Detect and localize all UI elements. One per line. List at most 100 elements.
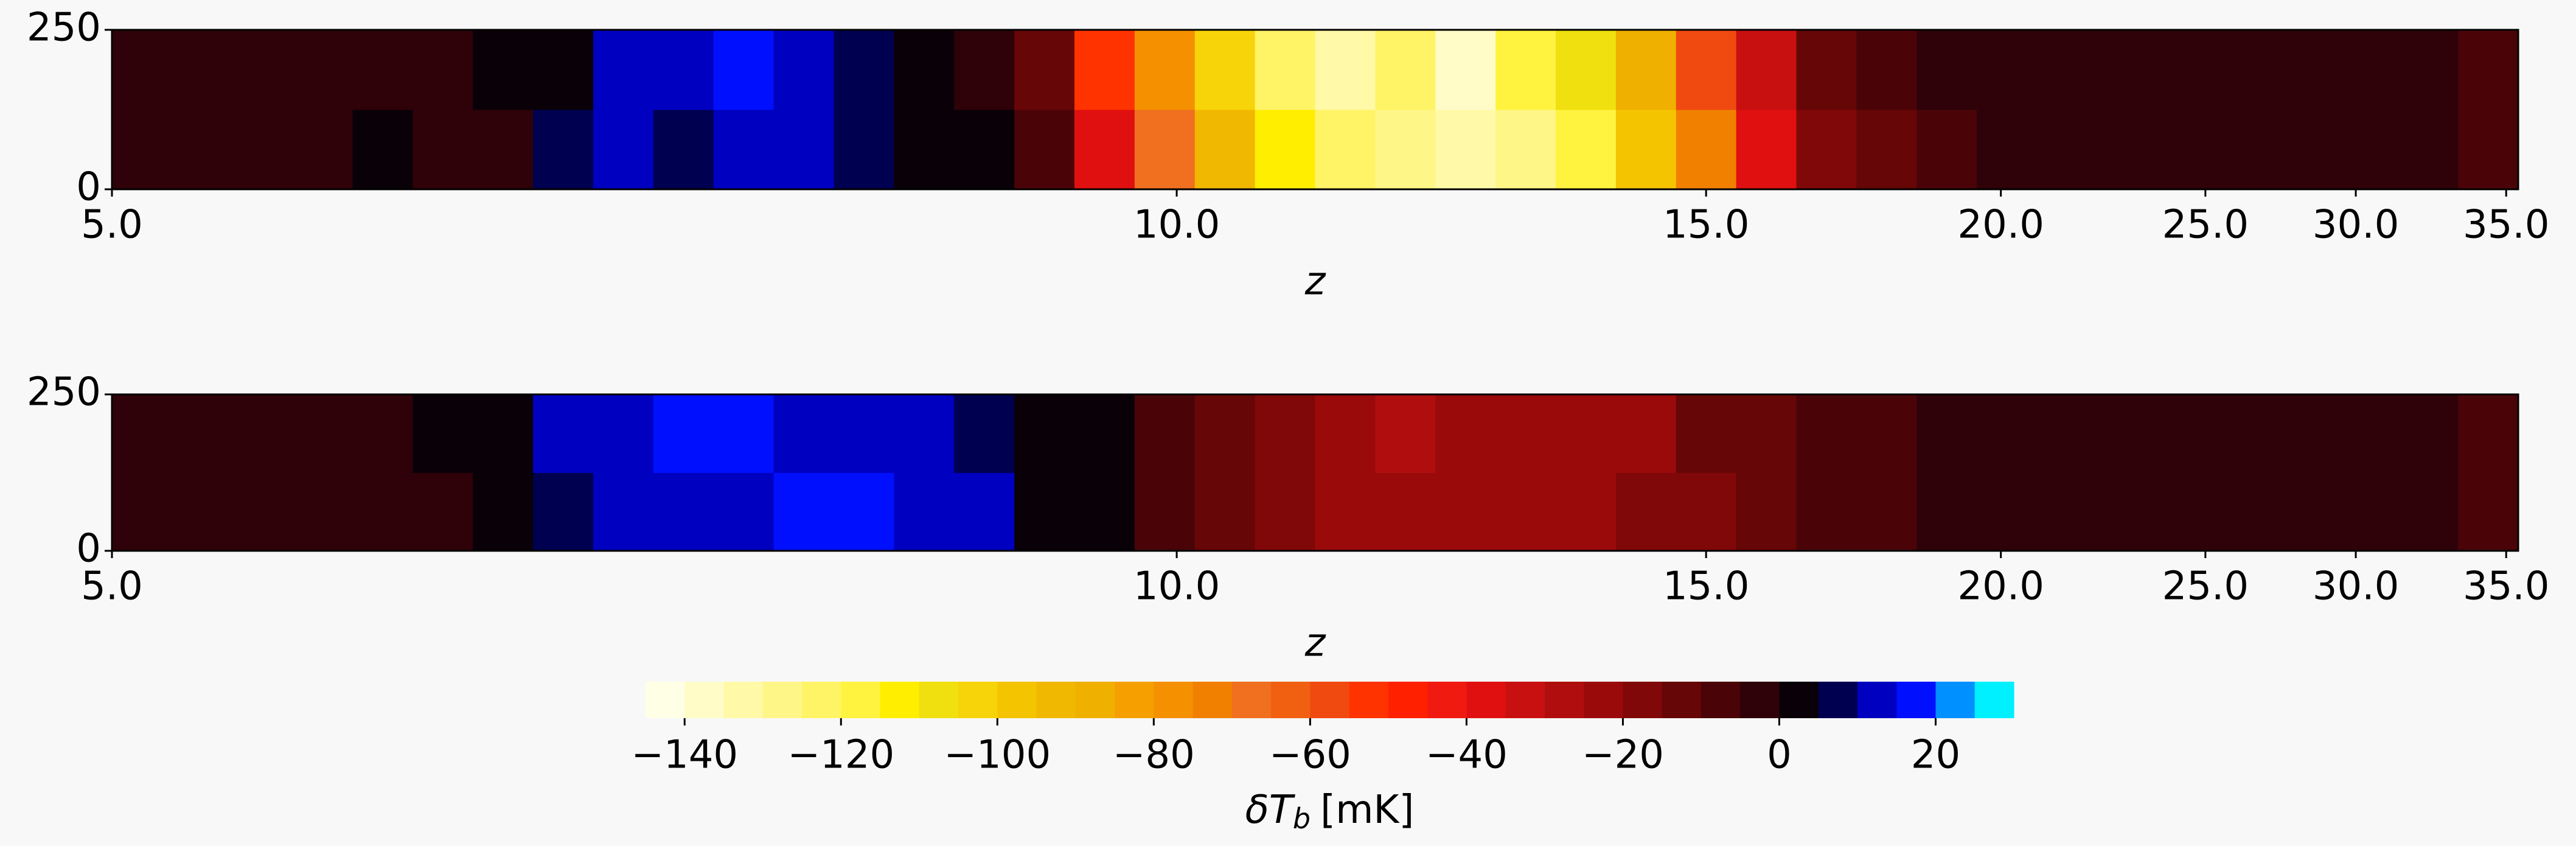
heat-cell [2217, 30, 2278, 110]
heat-cell [1556, 394, 1617, 474]
heat-cell [292, 30, 353, 110]
colorbar-segment [1740, 682, 1780, 718]
heat-cell [653, 472, 714, 551]
heat-cell [1375, 30, 1436, 110]
heat-cell [2217, 472, 2278, 551]
heat-cell [2398, 472, 2459, 551]
axes-frame [111, 29, 2519, 191]
colorbar-segment [997, 682, 1037, 718]
heat-cell [954, 472, 1015, 551]
colorbar-tick-label: −120 [787, 733, 894, 778]
heat-cell [1134, 30, 1196, 110]
heat-cell [894, 30, 955, 110]
heat-cell [2338, 472, 2398, 551]
heat-cell [473, 110, 534, 190]
heat-cell [1676, 394, 1737, 474]
heat-cell [1856, 394, 1917, 474]
heat-cell [473, 472, 534, 551]
heat-cell [1315, 472, 1376, 551]
colorbar-segment [1075, 682, 1115, 718]
heat-cell [232, 394, 293, 474]
heat-cell [1495, 394, 1556, 474]
heat-cell [834, 30, 894, 110]
heat-cell [2458, 394, 2519, 474]
heat-cell [773, 394, 835, 474]
colorbar-segment [880, 682, 920, 718]
heat-cell [2097, 394, 2158, 474]
heat-cell [894, 394, 955, 474]
heat-cell [2097, 110, 2158, 190]
heat-cell [2037, 472, 2098, 551]
colorbar-segment [802, 682, 841, 718]
heat-cell [894, 110, 955, 190]
heat-cell [1435, 472, 1496, 551]
heat-cell [2157, 30, 2218, 110]
colorbar-segment [1935, 682, 1976, 718]
heat-cell [1916, 394, 1977, 474]
heat-cell [1556, 110, 1617, 190]
heat-cell [292, 110, 353, 190]
heat-cell [1315, 110, 1376, 190]
heat-cell [112, 472, 173, 551]
heat-cell [1375, 110, 1436, 190]
x-tick-label: 5.0 [81, 564, 143, 609]
heat-cell [713, 472, 775, 551]
heat-cell [1615, 110, 1677, 190]
heat-cell [232, 30, 293, 110]
heat-cell [172, 472, 233, 551]
y-tick-label: 0 [76, 165, 101, 210]
colorbar-segment [1818, 682, 1858, 718]
heat-cell [1856, 110, 1917, 190]
heat-cell [1255, 30, 1316, 110]
colorbar-segment [1192, 682, 1233, 718]
heat-cell [954, 394, 1015, 474]
heat-cell [1495, 472, 1556, 551]
heat-cell [713, 30, 775, 110]
y-tick-label: 250 [27, 5, 101, 51]
x-tick-label: 5.0 [81, 203, 143, 248]
heat-cell [2037, 394, 2098, 474]
heat-cell [2097, 30, 2158, 110]
heat-cell [1074, 472, 1135, 551]
x-axis-label: z [1304, 259, 1326, 304]
colorbar-segment [1623, 682, 1663, 718]
heat-cell [292, 472, 353, 551]
heat-cell [713, 394, 775, 474]
heat-cell [1074, 110, 1135, 190]
heat-cell [954, 110, 1015, 190]
heat-cell [533, 30, 594, 110]
heat-cell [1977, 110, 2038, 190]
heat-cell [172, 110, 233, 190]
colorbar-tick-label: 20 [1911, 733, 1960, 778]
colorbar-segment [1896, 682, 1937, 718]
heat-cell [1676, 110, 1737, 190]
heat-cell [2398, 30, 2459, 110]
heat-cell [773, 472, 835, 551]
heat-cell [2217, 110, 2278, 190]
heat-cell [834, 394, 894, 474]
heat-cell [1556, 472, 1617, 551]
colorbar-segment [1662, 682, 1702, 718]
x-tick-label: 35.0 [2463, 564, 2550, 609]
heat-cell [1375, 394, 1436, 474]
heat-cell [593, 30, 654, 110]
heat-cell [2157, 110, 2218, 190]
heat-cell [2277, 30, 2338, 110]
heat-cell [2277, 394, 2338, 474]
heat-cell [2217, 394, 2278, 474]
y-tick-label: 250 [27, 370, 101, 415]
colorbar-segment [723, 682, 764, 718]
colorbar-tick-label: −60 [1269, 733, 1351, 778]
heat-cell [232, 110, 293, 190]
heat-cell [112, 394, 173, 474]
colorbar-segment [1349, 682, 1389, 718]
colorbar-segment [762, 682, 802, 718]
heat-cell [2277, 472, 2338, 551]
colorbar-segment [1271, 682, 1311, 718]
heat-cell [413, 30, 473, 110]
colorbar-tick-label: 0 [1767, 733, 1792, 778]
x-tick-label: 15.0 [1663, 564, 1750, 609]
colorbar-segment [1115, 682, 1154, 718]
heat-cell [653, 30, 714, 110]
heat-cell [1736, 110, 1797, 190]
